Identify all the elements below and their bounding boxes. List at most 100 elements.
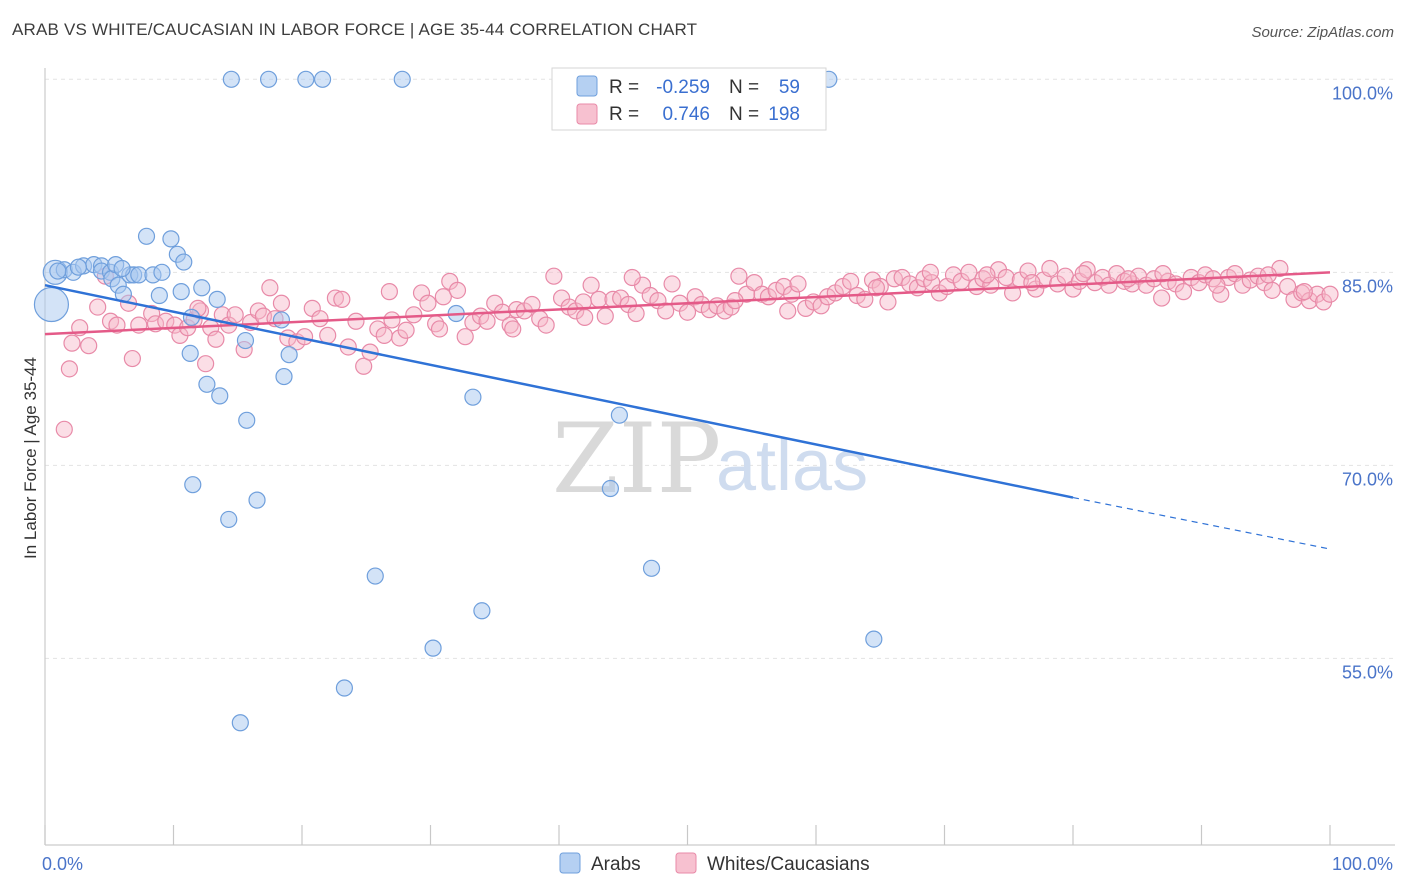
- whites-point: [311, 310, 329, 328]
- whites-point: [207, 330, 225, 348]
- arabs-point: [172, 283, 190, 301]
- y-tick-labels: 100.0% 85.0% 70.0% 55.0%: [1332, 83, 1393, 682]
- arabs-point: [211, 387, 229, 405]
- arabs-trend-line: [44, 283, 1074, 499]
- whites-point: [448, 281, 467, 299]
- trend-lines: [44, 271, 1331, 550]
- whites-point: [369, 320, 387, 338]
- legend-n-value-1: 198: [768, 104, 800, 125]
- whites-point: [1263, 281, 1281, 299]
- whites-point: [504, 320, 522, 338]
- whites-point: [355, 357, 373, 375]
- arabs-point: [69, 258, 88, 276]
- arabs-point: [33, 286, 70, 323]
- whites-point: [108, 316, 126, 334]
- arabs-point: [236, 331, 255, 350]
- legend-r-label-1: R =: [609, 104, 639, 125]
- watermark-atlas: atlas: [716, 426, 868, 506]
- arabs-point: [198, 375, 216, 393]
- correlation-legend: R = -0.259 N = 59 R = 0.746 N = 198: [551, 67, 827, 131]
- whites-point: [1145, 270, 1163, 288]
- legend-r-label-0: R =: [609, 77, 639, 98]
- whites-point: [1208, 276, 1226, 294]
- x-tick-label-1: 100.0%: [1332, 854, 1393, 874]
- whites-point: [1295, 283, 1313, 301]
- arabs-point: [865, 630, 883, 648]
- whites-point: [1212, 285, 1230, 303]
- whites-point: [326, 289, 345, 307]
- arabs-point: [49, 262, 67, 280]
- watermark: ZIP atlas: [552, 403, 868, 515]
- whites-point: [397, 321, 415, 339]
- arabs-point: [473, 602, 491, 620]
- whites-point: [430, 320, 449, 338]
- legend-swatch-whites-bottom: [675, 852, 697, 874]
- whites-point: [545, 267, 563, 285]
- whites-point: [789, 275, 807, 293]
- arabs-point: [313, 70, 332, 88]
- legend-label-arabs: Arabs: [591, 854, 641, 875]
- whites-point: [143, 304, 161, 323]
- whites-point: [915, 270, 933, 288]
- whites-point: [1119, 270, 1137, 288]
- source-credit: Source: ZipAtlas.com: [1251, 24, 1394, 41]
- whites-point: [867, 279, 885, 297]
- arabs-point: [175, 253, 193, 271]
- whites-trend-line: [44, 271, 1331, 336]
- whites-point: [375, 326, 393, 344]
- whites-point: [1321, 285, 1339, 303]
- arabs-point: [113, 259, 131, 278]
- whites-point: [1154, 265, 1172, 283]
- arabs-point: [275, 367, 293, 386]
- legend-n-label-1: N =: [729, 104, 759, 125]
- arabs-point: [297, 70, 315, 88]
- whites-point: [1153, 289, 1171, 307]
- y-tick-label-3: 55.0%: [1342, 662, 1393, 682]
- arabs-point: [193, 279, 211, 297]
- whites-point: [333, 290, 351, 308]
- whites-point: [1041, 259, 1059, 278]
- x-tick-labels: 0.0% 100.0%: [42, 854, 1393, 874]
- legend-n-label-0: N =: [729, 77, 759, 98]
- arabs-point: [153, 263, 171, 281]
- whites-point: [537, 316, 555, 334]
- whites-point: [627, 304, 645, 323]
- legend-swatch-arabs-bottom: [559, 852, 581, 874]
- whites-point: [405, 306, 423, 324]
- whites-point: [412, 284, 431, 302]
- whites-point: [1174, 283, 1193, 301]
- gridlines: [45, 78, 1395, 659]
- arabs-point: [272, 311, 291, 329]
- arabs-point: [464, 388, 482, 406]
- arabs-point: [238, 411, 256, 429]
- axes: [44, 68, 1395, 846]
- whites-point: [842, 272, 860, 290]
- arabs-point: [424, 639, 442, 657]
- whites-point: [197, 355, 215, 373]
- whites-point: [779, 302, 797, 320]
- whites-point: [261, 279, 279, 297]
- arabs-point: [220, 510, 238, 529]
- whites-point: [582, 276, 600, 294]
- arabs-points: [33, 70, 883, 732]
- watermark-zip: ZIP: [552, 403, 721, 515]
- legend-r-value-0: -0.259: [656, 77, 710, 98]
- whites-point: [80, 337, 98, 355]
- whites-point: [576, 308, 594, 326]
- whites-point: [434, 288, 452, 306]
- whites-point: [978, 266, 996, 284]
- y-tick-label-0: 100.0%: [1332, 83, 1393, 103]
- y-axis-label: In Labor Force | Age 35-44: [21, 357, 40, 559]
- arabs-point: [150, 286, 168, 305]
- arabs-point: [610, 406, 628, 424]
- legend-r-value-1: 0.746: [662, 104, 710, 125]
- series-legend: Arabs Whites/Caucasians: [559, 852, 870, 875]
- whites-point: [1023, 274, 1041, 292]
- chart-title: ARAB VS WHITE/CAUCASIAN IN LABOR FORCE |…: [12, 20, 698, 39]
- arabs-trend-extension: [1072, 496, 1331, 550]
- arabs-point: [181, 344, 199, 363]
- whites-point: [123, 349, 141, 368]
- arabs-point: [222, 70, 240, 88]
- arabs-point: [280, 346, 298, 364]
